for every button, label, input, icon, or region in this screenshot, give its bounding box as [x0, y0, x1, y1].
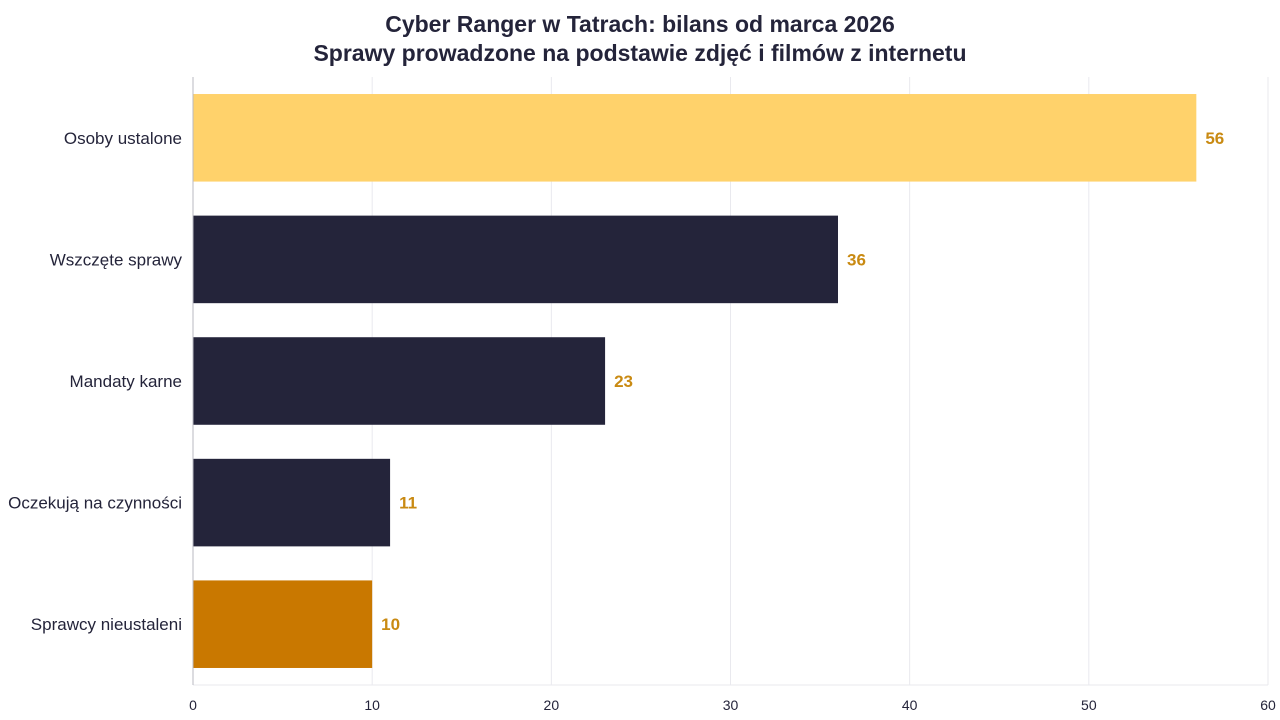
x-tick-label-50: 50	[1081, 697, 1097, 713]
category-label-1: Wszczęte sprawy	[50, 250, 183, 269]
bar-0	[193, 94, 1197, 182]
axes: 0 10 20 30 40 50 60 Osoby ustalone Wszczęte spra…	[8, 77, 1276, 713]
x-tick-label-60: 60	[1260, 697, 1276, 713]
value-label-0: 56	[1205, 129, 1224, 148]
value-label-4: 10	[381, 615, 400, 634]
chart-title: Cyber Ranger w Tatrach: bilans od marca …	[385, 11, 895, 37]
value-label-2: 23	[614, 372, 633, 391]
bar-1	[193, 215, 838, 304]
bar-2	[193, 337, 606, 425]
category-label-0: Osoby ustalone	[64, 129, 182, 148]
category-label-4: Sprawcy nieustaleni	[31, 615, 182, 634]
bar-4	[193, 580, 373, 668]
x-tick-label-30: 30	[723, 697, 739, 713]
x-tick-label-20: 20	[544, 697, 560, 713]
bar-3	[193, 458, 391, 547]
value-label-3: 11	[399, 494, 417, 513]
category-label-2: Mandaty karne	[70, 372, 182, 391]
bars: 56 36 23 11 10	[193, 94, 1224, 668]
x-tick-label-40: 40	[902, 697, 918, 713]
x-tick-label-0: 0	[189, 697, 197, 713]
x-tick-label-10: 10	[364, 697, 380, 713]
value-label-1: 36	[847, 250, 866, 269]
category-label-3: Oczekują na czynności	[8, 494, 182, 513]
chart-subtitle: Sprawy prowadzone na podstawie zdjęć i f…	[313, 40, 966, 66]
